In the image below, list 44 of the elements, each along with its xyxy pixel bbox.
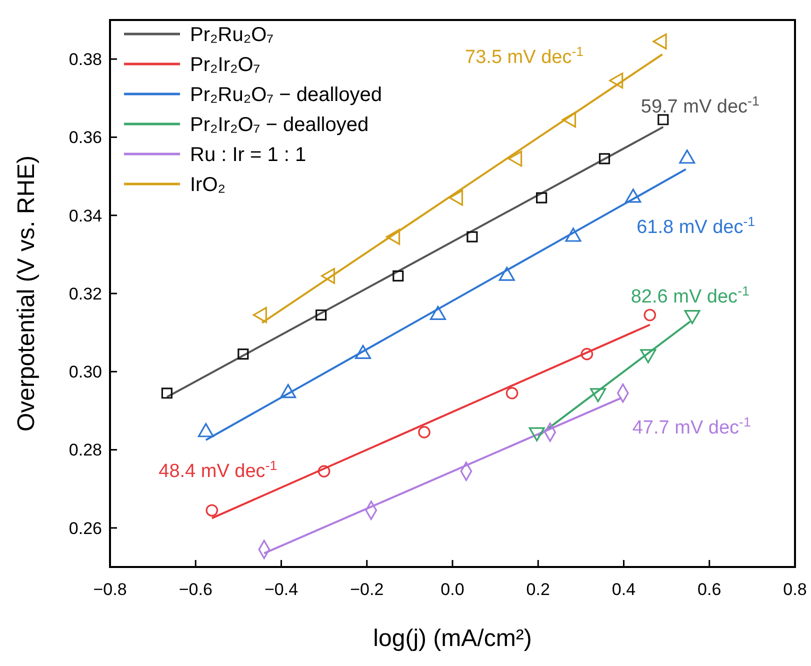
point bbox=[598, 153, 610, 164]
annotation: 61.8 mV dec$^{-1}$ bbox=[636, 213, 756, 238]
y-tick-label: 0.28 bbox=[68, 440, 102, 460]
annotation: 48.4 mV dec$^{-1}$ bbox=[158, 457, 278, 482]
point bbox=[238, 348, 249, 360]
x-tick-label: −0.2 bbox=[350, 580, 384, 599]
x-tick-label: 0.8 bbox=[783, 580, 807, 599]
point bbox=[206, 504, 218, 516]
legend-label: Pr₂Ir₂O₇ − dealloyed bbox=[190, 114, 369, 136]
point bbox=[418, 426, 430, 438]
point bbox=[392, 270, 404, 282]
x-tick-label: 0.0 bbox=[440, 580, 464, 599]
annotation: 73.5 mV dec$^{-1}$ bbox=[465, 44, 584, 68]
x-tick-label: −0.8 bbox=[93, 580, 127, 599]
legend-label: Pr₂Ru₂O₇ − dealloyed bbox=[190, 84, 382, 106]
point bbox=[466, 231, 478, 242]
point bbox=[316, 309, 327, 321]
legend-label: IrO₂ bbox=[190, 174, 226, 196]
legend-label: Pr₂Ir₂O₇ bbox=[190, 54, 260, 76]
y-tick-label: 0.38 bbox=[68, 50, 102, 70]
x-tick-label: −0.4 bbox=[264, 580, 298, 599]
point bbox=[658, 114, 669, 126]
point bbox=[161, 388, 172, 399]
point bbox=[506, 386, 518, 400]
y-tick-label: 0.36 bbox=[68, 128, 102, 148]
x-axis-title: log(j) (mA/cm²) bbox=[373, 625, 532, 652]
point bbox=[644, 308, 656, 322]
point bbox=[536, 192, 548, 204]
legend-label: Pr₂Ru₂O₇ bbox=[190, 24, 274, 46]
x-tick-label: 0.4 bbox=[612, 580, 636, 599]
annotation: 59.7 mV dec$^{-1}$ bbox=[640, 93, 760, 118]
y-tick-label: 0.30 bbox=[68, 362, 102, 382]
y-tick-label: 0.26 bbox=[68, 518, 102, 538]
x-tick-label: −0.6 bbox=[178, 580, 212, 599]
point bbox=[318, 465, 330, 478]
x-tick-label: 0.2 bbox=[526, 580, 550, 599]
annotation: 47.7 mV dec$^{-1}$ bbox=[632, 414, 751, 438]
y-tick-label: 0.32 bbox=[68, 284, 102, 304]
annotation: 82.6 mV dec$^{-1}$ bbox=[630, 282, 750, 308]
x-tick-label: 0.6 bbox=[698, 580, 722, 599]
legend-label: Ru : Ir = 1 : 1 bbox=[190, 144, 306, 166]
point bbox=[580, 348, 594, 360]
y-tick-label: 0.34 bbox=[68, 206, 102, 226]
y-axis-title: Overpotential (V vs. RHE) bbox=[13, 155, 40, 432]
